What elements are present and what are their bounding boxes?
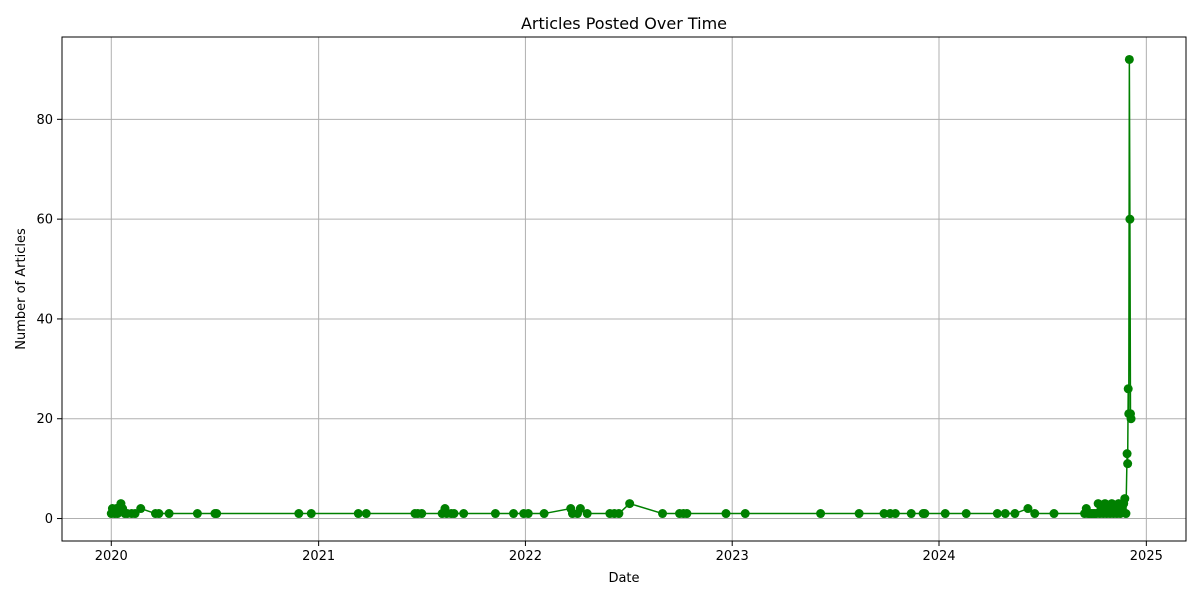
data-point bbox=[192, 509, 202, 519]
x-axis-label: Date bbox=[608, 571, 639, 586]
data-point bbox=[582, 509, 592, 519]
data-point bbox=[1123, 384, 1133, 394]
data-point bbox=[164, 509, 174, 519]
data-point bbox=[920, 509, 930, 519]
data-point bbox=[459, 509, 469, 519]
data-point bbox=[1126, 414, 1136, 424]
data-point bbox=[961, 509, 971, 519]
x-tick-label: 2021 bbox=[302, 549, 335, 564]
data-point bbox=[682, 509, 692, 519]
data-point bbox=[306, 509, 316, 519]
x-tick-label: 2025 bbox=[1130, 549, 1163, 564]
data-point bbox=[417, 509, 427, 519]
data-point bbox=[353, 509, 363, 519]
data-point bbox=[1023, 504, 1033, 514]
data-point bbox=[523, 509, 533, 519]
data-point bbox=[940, 509, 950, 519]
data-point bbox=[1125, 214, 1135, 224]
x-tick-label: 2024 bbox=[922, 549, 955, 564]
data-point bbox=[361, 509, 371, 519]
data-point bbox=[992, 509, 1002, 519]
data-point bbox=[658, 509, 668, 519]
x-tick-label: 2022 bbox=[509, 549, 542, 564]
x-axis: 2020 2021 2022 2023 2024 2025 bbox=[95, 541, 1163, 564]
data-point bbox=[154, 509, 164, 519]
y-tick-label: 20 bbox=[36, 412, 53, 427]
grid-lines bbox=[62, 37, 1186, 541]
plot-frame bbox=[61, 36, 1187, 542]
data-point bbox=[1123, 459, 1133, 469]
data-point bbox=[1120, 494, 1130, 504]
y-tick-label: 60 bbox=[36, 213, 53, 228]
data-point bbox=[1000, 509, 1010, 519]
x-tick-label: 2020 bbox=[95, 549, 128, 564]
y-tick-label: 40 bbox=[36, 312, 53, 327]
data-point bbox=[1010, 509, 1020, 519]
data-point bbox=[1122, 449, 1132, 459]
y-axis-label: Number of Articles bbox=[14, 228, 29, 350]
y-axis: 0 20 40 60 80 bbox=[36, 113, 62, 527]
data-point bbox=[721, 509, 731, 519]
data-point bbox=[614, 509, 624, 519]
data-point bbox=[1121, 509, 1131, 519]
data-point bbox=[509, 509, 519, 519]
data-point bbox=[539, 509, 549, 519]
y-tick-label: 80 bbox=[36, 113, 53, 128]
data-point bbox=[906, 509, 916, 519]
y-tick-label: 0 bbox=[45, 512, 53, 527]
data-point bbox=[212, 509, 222, 519]
data-point bbox=[890, 509, 900, 519]
data-point bbox=[294, 509, 304, 519]
series-group bbox=[106, 54, 1136, 519]
data-point bbox=[740, 509, 750, 519]
data-point bbox=[1030, 509, 1040, 519]
data-point bbox=[449, 509, 459, 519]
data-point bbox=[575, 504, 585, 514]
x-tick-label: 2023 bbox=[716, 549, 749, 564]
data-point bbox=[879, 509, 889, 519]
data-point bbox=[625, 499, 635, 509]
data-point bbox=[136, 504, 146, 514]
data-point bbox=[854, 509, 864, 519]
chart-title: Articles Posted Over Time bbox=[521, 14, 727, 33]
data-point bbox=[490, 509, 500, 519]
data-point bbox=[1049, 509, 1059, 519]
data-point bbox=[816, 509, 826, 519]
data-point bbox=[1124, 54, 1134, 64]
